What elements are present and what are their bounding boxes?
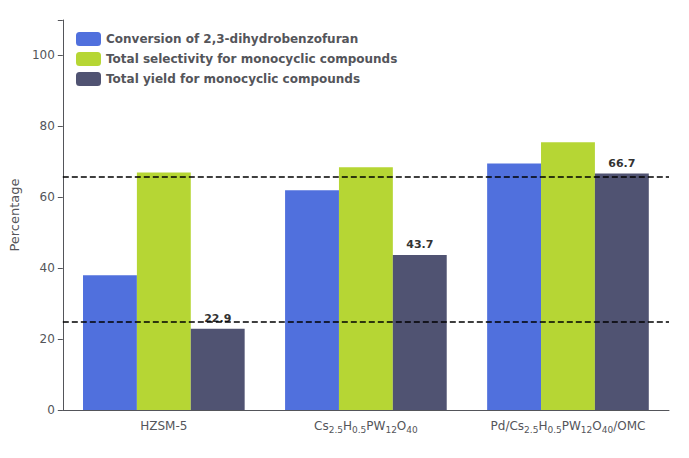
- svg-text:80: 80: [40, 119, 55, 133]
- svg-text:66.7: 66.7: [608, 157, 635, 170]
- svg-text:12: 12: [581, 425, 592, 435]
- svg-text:Cs: Cs: [314, 419, 329, 433]
- svg-text:40: 40: [406, 425, 418, 435]
- svg-text:2.5: 2.5: [329, 425, 343, 435]
- svg-text:0.5: 0.5: [352, 425, 366, 435]
- svg-text:100: 100: [32, 48, 55, 62]
- svg-text:PW: PW: [366, 419, 385, 433]
- svg-text:22.9: 22.9: [204, 312, 231, 325]
- svg-text:40: 40: [40, 261, 55, 275]
- svg-text:12: 12: [385, 425, 396, 435]
- svg-text:2.5: 2.5: [524, 425, 538, 435]
- svg-text:HZSM-5: HZSM-5: [140, 419, 187, 433]
- svg-text:Total selectivity for monocycl: Total selectivity for monocyclic compoun…: [106, 52, 397, 66]
- svg-text:O: O: [592, 419, 601, 433]
- svg-text:O: O: [397, 419, 406, 433]
- svg-text:/OMC: /OMC: [613, 419, 645, 433]
- svg-text:Conversion of 2,3-dihydrobenzo: Conversion of 2,3-dihydrobenzofuran: [106, 32, 358, 46]
- svg-text:0.5: 0.5: [547, 425, 561, 435]
- svg-text:Percentage: Percentage: [7, 178, 22, 251]
- svg-text:Total yield for monocyclic com: Total yield for monocyclic compounds: [106, 72, 360, 86]
- svg-text:PW: PW: [562, 419, 581, 433]
- svg-text:0: 0: [47, 403, 55, 417]
- svg-text:H: H: [343, 419, 352, 433]
- svg-text:20: 20: [40, 332, 55, 346]
- svg-text:Pd/Cs: Pd/Cs: [491, 419, 525, 433]
- svg-text:40: 40: [602, 425, 614, 435]
- svg-text:43.7: 43.7: [406, 238, 433, 251]
- svg-text:H: H: [538, 419, 547, 433]
- svg-text:60: 60: [40, 190, 55, 204]
